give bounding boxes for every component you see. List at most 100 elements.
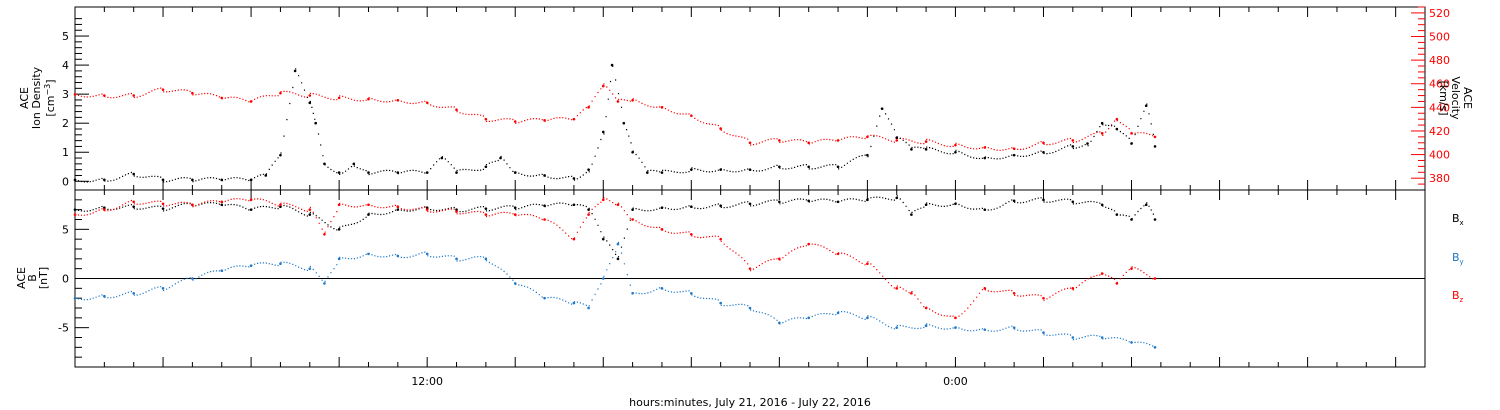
- density-point: [1144, 104, 1148, 108]
- density-axis-title: ACE Ion Density [cm−3]: [18, 66, 57, 129]
- density-point: [1115, 127, 1119, 131]
- bfield-point: [910, 291, 913, 295]
- velocity-axis-title-line2: Velocity: [1449, 76, 1462, 120]
- velocity-point: [1042, 141, 1045, 145]
- density-point: [719, 168, 722, 171]
- bfield-point: [367, 252, 370, 256]
- bfield-point: [572, 237, 576, 241]
- bfield-point: [954, 326, 957, 329]
- bfield-point: [191, 277, 194, 280]
- velocity-point: [807, 141, 810, 145]
- density-unit-exponent: −3: [43, 84, 52, 96]
- density-point: [880, 107, 884, 110]
- bfield-point: [601, 198, 605, 202]
- density-tick-label: 4: [62, 59, 69, 72]
- bfield-point: [367, 213, 370, 216]
- density-unit-base: [cm: [44, 96, 57, 117]
- velocity-point: [1071, 139, 1075, 142]
- bfield-point: [1130, 341, 1133, 344]
- density-point: [954, 150, 957, 154]
- bfield-point: [132, 291, 135, 295]
- bfield-point: [866, 316, 869, 320]
- velocity-point: [601, 84, 605, 88]
- bfield-axis-title: ACE B [nT]: [15, 267, 50, 289]
- velocity-point: [279, 91, 282, 95]
- velocity-point: [1012, 147, 1016, 150]
- bfield-point: [572, 301, 576, 305]
- velocity-point: [954, 143, 957, 147]
- bfield-point: [924, 324, 928, 328]
- bfield-point: [601, 277, 605, 280]
- bfield-point: [748, 267, 752, 270]
- density-point: [499, 156, 502, 160]
- bfield-trace-0: [75, 195, 1154, 258]
- axis-ticks: 0 1 2 3 4 5 380 400 420 440 460 480 500 520 -5 0 5: [58, 6, 1450, 367]
- bfield-point: [220, 200, 224, 204]
- density-point: [323, 162, 326, 166]
- velocity-point: [1130, 132, 1133, 135]
- bfield-point: [1115, 282, 1119, 285]
- bfield-point: [543, 218, 546, 221]
- bfield-point: [587, 306, 590, 310]
- density-point: [308, 101, 312, 105]
- bfield-series-0: [73, 195, 1157, 261]
- density-velocity-panel-frame: [74, 6, 1426, 191]
- density-point: [895, 136, 899, 140]
- density-point: [484, 165, 488, 169]
- bfield-point: [807, 242, 810, 246]
- data-points: [73, 63, 1157, 349]
- velocity-point: [719, 127, 722, 130]
- density-point: [622, 121, 626, 125]
- velocity-axis-title-line3: [km/s]: [1437, 80, 1450, 115]
- velocity-tick-label: 400: [1429, 149, 1450, 162]
- bfield-point: [396, 205, 400, 209]
- bfield-point: [778, 200, 781, 204]
- bfield-point: [543, 296, 546, 300]
- bfield-point: [1071, 287, 1075, 290]
- bfield-point: [719, 237, 722, 241]
- bfield-point: [73, 208, 77, 211]
- bfield-point: [1042, 296, 1045, 300]
- bfield-point: [1100, 336, 1104, 339]
- velocity-point: [836, 139, 840, 142]
- velocity-axis-title: ACE Velocity [km/s]: [1437, 76, 1474, 120]
- velocity-point: [367, 97, 370, 101]
- bfield-point: [895, 196, 899, 200]
- density-point: [264, 174, 268, 177]
- bfield-point: [455, 257, 458, 261]
- velocity-point: [631, 98, 634, 102]
- bfield-point: [748, 202, 752, 206]
- density-point: [191, 178, 194, 182]
- velocity-point: [132, 94, 135, 97]
- bfield-point: [337, 203, 341, 207]
- bfield-point: [660, 287, 664, 290]
- density-point: [910, 148, 913, 151]
- bfield-point: [719, 301, 722, 305]
- bfield-point: [895, 287, 899, 290]
- bfield-point: [1144, 203, 1148, 207]
- bfield-point: [220, 269, 224, 272]
- bfield-point: [103, 294, 106, 298]
- bfield-axis-unit: [nT]: [37, 267, 50, 289]
- velocity-point: [484, 117, 488, 121]
- velocity-tick-label: 440: [1429, 101, 1450, 114]
- bfield-point: [337, 257, 341, 261]
- velocity-tick-label: 420: [1429, 125, 1450, 138]
- velocity-point: [1115, 117, 1119, 121]
- bfield-point: [895, 326, 899, 329]
- velocity-tick-label: 380: [1429, 172, 1450, 185]
- bfield-point: [1115, 213, 1119, 216]
- bfield-point: [279, 205, 282, 209]
- density-tick-label: 1: [62, 146, 69, 159]
- legend-bz-sub: z: [1460, 296, 1464, 304]
- velocity-point: [73, 93, 77, 96]
- velocity-point: [103, 94, 106, 97]
- density-point: [807, 165, 810, 169]
- velocity-tick-label: 500: [1429, 31, 1450, 44]
- velocity-point: [778, 139, 781, 142]
- density-point: [249, 178, 253, 182]
- density-point: [279, 153, 282, 157]
- bfield-point: [748, 306, 752, 310]
- bfield-series-1: [73, 241, 1157, 349]
